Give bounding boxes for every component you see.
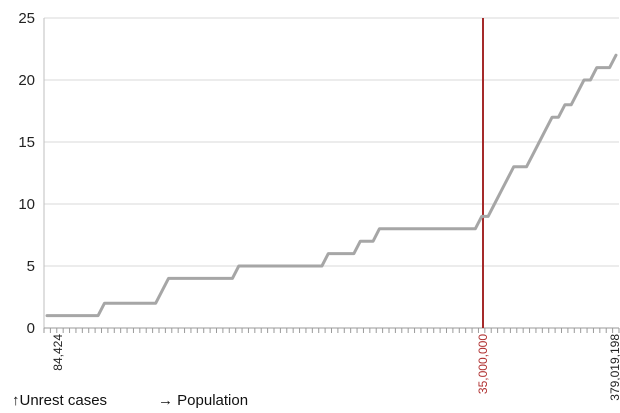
legend-population: → Population <box>158 392 249 409</box>
gridlines <box>44 17 619 329</box>
y-tick-label-0: 0 <box>27 320 35 337</box>
legend-unrest-cases: ↑Unrest cases <box>12 392 108 409</box>
series-group <box>45 53 618 318</box>
y-tick-label-1: 5 <box>27 258 35 275</box>
x-tick-label-1: 35,000,000 <box>476 334 490 394</box>
x-tick-label-2: 379,019,198 <box>608 334 620 401</box>
x-tick-label-0: 84,424 <box>51 334 65 371</box>
y-tick-label-3: 15 <box>18 134 35 151</box>
x-axis: 84,424 35,000,000 379,019,198 <box>43 327 620 401</box>
y-tick-label-5: 25 <box>18 10 35 27</box>
y-tick-label-4: 20 <box>18 72 35 89</box>
y-tick-label-2: 10 <box>18 196 35 213</box>
y-axis: 0 5 10 15 20 25 <box>18 10 45 337</box>
series-line-0 <box>45 53 618 318</box>
